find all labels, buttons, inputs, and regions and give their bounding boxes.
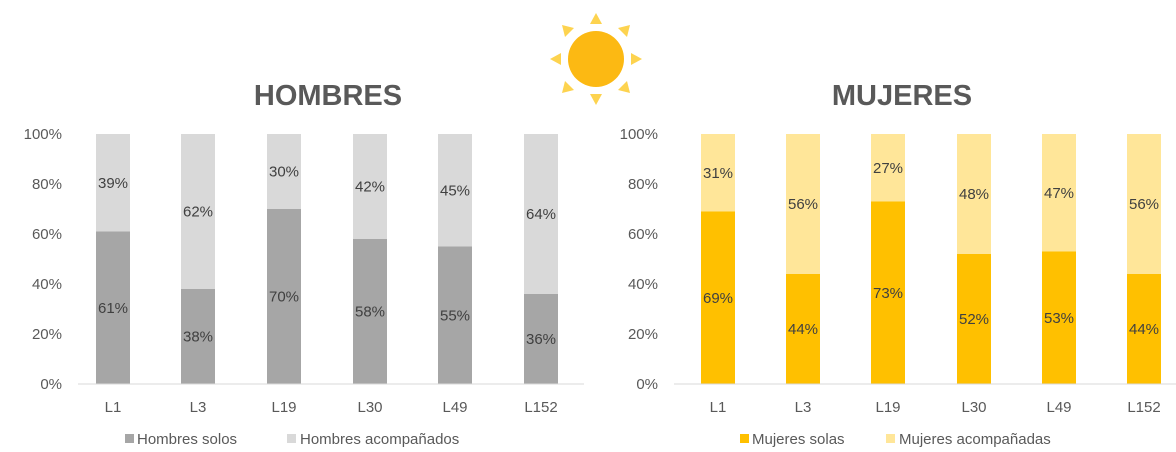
legend: Hombres solos Hombres acompañados [125, 431, 459, 448]
data-label: 53% [1044, 310, 1074, 327]
data-label: 39% [98, 175, 128, 192]
y-tick-label: 80% [32, 176, 62, 193]
bar-solo-l3 [181, 289, 215, 384]
y-tick-label: 40% [32, 276, 62, 293]
data-label: 38% [183, 329, 213, 346]
legend-label-solos: Hombres solos [137, 431, 237, 448]
x-axis: L1 L3 L19 L30 L49 L152 [105, 399, 558, 416]
data-label: 62% [183, 204, 213, 221]
sun-icon [550, 13, 642, 105]
x-tick-label: L30 [961, 399, 986, 416]
data-label: 69% [703, 290, 733, 307]
bar-solo-l1 [701, 211, 735, 384]
data-label: 48% [959, 186, 989, 203]
data-label: 56% [788, 196, 818, 213]
y-tick-label: 0% [40, 376, 62, 393]
bar-solo-l152 [1127, 274, 1161, 384]
data-labels: 69% 31% 44% 56% 73% 27% 52% 48% 53% 47% 44% 56% [703, 160, 1159, 338]
bar-acompanado-l152 [1127, 134, 1161, 274]
x-tick-label: L19 [875, 399, 900, 416]
legend-label-solas: Mujeres solas [752, 431, 845, 448]
data-labels: 61% 39% 38% 62% 70% 30% 58% 42% 55% 45% 36% 64% [98, 164, 556, 349]
bar-solo-l30 [957, 254, 991, 384]
x-axis: L1 L3 L19 L30 L49 L152 [710, 399, 1161, 416]
chart-mujeres: MUJERES 0% 20% 40% 60% 80% 100% 69% 31% 44% 56% 7… [620, 80, 1176, 448]
x-tick-label: L19 [271, 399, 296, 416]
y-tick-label: 80% [628, 176, 658, 193]
bar-solo-l3 [786, 274, 820, 384]
bars [96, 134, 558, 384]
bar-acompanado-l3 [181, 134, 215, 289]
x-tick-label: L49 [442, 399, 467, 416]
data-label: 47% [1044, 185, 1074, 202]
y-tick-label: 60% [32, 226, 62, 243]
y-tick-label: 100% [24, 126, 62, 143]
bar-acompanado-l1 [96, 134, 130, 232]
bar-acompanado-l30 [957, 134, 991, 254]
legend: Mujeres solas Mujeres acompañadas [740, 431, 1051, 448]
data-label: 44% [788, 321, 818, 338]
data-label: 44% [1129, 321, 1159, 338]
chart-hombres: HOMBRES 0% 20% 40% 60% 80% 100% 61% 39% 38% 62% 7… [24, 80, 584, 448]
bar-solo-l49 [1042, 251, 1076, 384]
data-label: 73% [873, 285, 903, 302]
data-label: 56% [1129, 196, 1159, 213]
data-label: 70% [269, 289, 299, 306]
data-label: 52% [959, 311, 989, 328]
bar-acompanado-l19 [267, 134, 301, 209]
data-label: 58% [355, 304, 385, 321]
y-axis: 0% 20% 40% 60% 80% 100% [620, 126, 658, 393]
bar-acompanado-l19 [871, 134, 905, 202]
bar-acompanado-l49 [438, 134, 472, 247]
legend-label-acompanadas: Mujeres acompañadas [899, 431, 1051, 448]
y-tick-label: 60% [628, 226, 658, 243]
data-label: 61% [98, 300, 128, 317]
x-tick-label: L3 [795, 399, 812, 416]
data-label: 42% [355, 179, 385, 196]
y-tick-label: 40% [628, 276, 658, 293]
bar-solo-l152 [524, 294, 558, 384]
data-label: 27% [873, 160, 903, 177]
y-tick-label: 0% [636, 376, 658, 393]
data-label: 64% [526, 206, 556, 223]
x-tick-label: L3 [190, 399, 207, 416]
bar-acompanado-l49 [1042, 134, 1076, 252]
data-label: 30% [269, 164, 299, 181]
bar-acompanado-l1 [701, 134, 735, 212]
bar-solo-l49 [438, 246, 472, 384]
data-label: 45% [440, 182, 470, 199]
bar-acompanado-l152 [524, 134, 558, 294]
legend-swatch-solos [125, 434, 134, 443]
y-tick-label: 20% [32, 326, 62, 343]
x-tick-label: L1 [105, 399, 122, 416]
x-tick-label: L152 [1127, 399, 1160, 416]
bar-solo-l19 [871, 201, 905, 384]
legend-swatch-acompanados [287, 434, 296, 443]
legend-label-acompanados: Hombres acompañados [300, 431, 459, 448]
bar-solo-l30 [353, 239, 387, 384]
y-tick-label: 100% [620, 126, 658, 143]
y-tick-label: 20% [628, 326, 658, 343]
data-label: 55% [440, 307, 470, 324]
bar-solo-l19 [267, 209, 301, 384]
x-tick-label: L152 [524, 399, 557, 416]
legend-swatch-solas [740, 434, 749, 443]
bar-acompanado-l30 [353, 134, 387, 239]
bar-solo-l1 [96, 231, 130, 384]
x-tick-label: L30 [357, 399, 382, 416]
chart-title: HOMBRES [254, 80, 402, 112]
x-tick-label: L1 [710, 399, 727, 416]
bar-acompanado-l3 [786, 134, 820, 274]
legend-swatch-acompanadas [886, 434, 895, 443]
data-label: 31% [703, 165, 733, 182]
chart-title: MUJERES [832, 80, 972, 112]
y-axis: 0% 20% 40% 60% 80% 100% [24, 126, 62, 393]
x-tick-label: L49 [1046, 399, 1071, 416]
bars [701, 134, 1161, 384]
data-label: 36% [526, 331, 556, 348]
